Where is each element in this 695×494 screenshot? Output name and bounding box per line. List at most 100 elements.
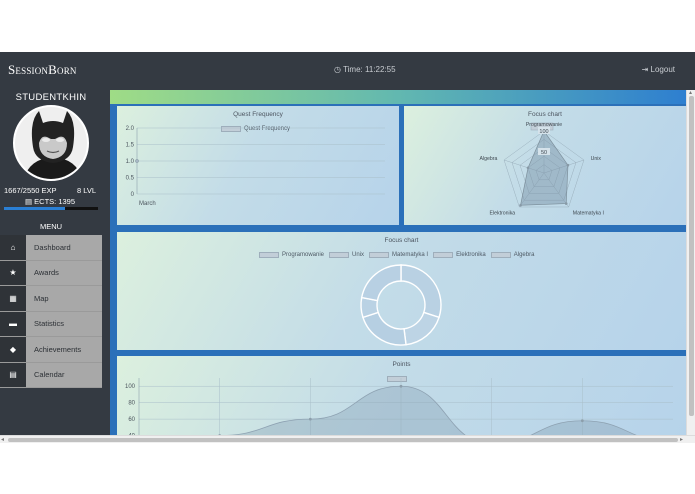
calendar-icon: ▤: [0, 362, 26, 387]
focus-radar-chart: Programowanie Unix Matematyka I Elektronika…: [480, 122, 604, 217]
legend-swatch: [259, 252, 279, 258]
horizontal-scroll-thumb[interactable]: [8, 438, 678, 442]
radar-spoke: [519, 172, 545, 208]
data-point: [218, 434, 221, 435]
radar-tick-bg: [538, 148, 550, 155]
menu-item-dashboard[interactable]: ⌂ Dashboard: [0, 235, 102, 261]
data-point: [580, 419, 584, 423]
avatar[interactable]: [13, 105, 89, 181]
menu-list: ⌂ Dashboard ★ Awards ▦ Map ▬ Statistics …: [0, 235, 102, 388]
menu-item-label: Map: [34, 293, 49, 303]
legend-swatch: [387, 376, 407, 382]
data-point: [308, 417, 312, 421]
vertical-scroll-thumb[interactable]: [689, 96, 694, 416]
radar-point: [564, 202, 568, 205]
radar-tick-label: 100: [539, 129, 548, 135]
panel-title: Points: [392, 361, 411, 368]
menu-item-label: Dashboard: [34, 242, 71, 252]
radar-axis-label: Algebra: [480, 156, 498, 162]
diamond-icon: ◆: [0, 337, 26, 362]
exp-progress-fill: [4, 207, 66, 210]
points-chart: 100 80 60 40: [125, 378, 673, 435]
clock-icon: ◷: [334, 65, 344, 74]
radar-point: [519, 203, 522, 207]
time-text: Time: 11:22:55: [343, 65, 396, 74]
panel-title: Focus chart: [384, 237, 419, 244]
logout-button[interactable]: ⇥ Logout: [642, 65, 675, 74]
menu-item-label: Calendar: [34, 370, 65, 380]
legend-swatch: [490, 252, 511, 258]
radar-tick-bg: [538, 127, 550, 134]
area-chart-icon: ▬: [0, 311, 26, 336]
y-tick-label: 1.5: [126, 143, 135, 149]
quest-frequency-panel: Quest Frequency Quest Frequency 2.0 1.5 1.…: [117, 106, 399, 225]
radar-spoke: [543, 172, 569, 208]
home-icon: ⌂: [0, 235, 26, 260]
focus-radar-panel: Focus chart Programowanie Unix Matematyka …: [404, 106, 686, 225]
scroll-right-arrow[interactable]: ▸: [680, 437, 684, 443]
radar-grid-ring: [503, 130, 585, 208]
horizontal-scrollbar[interactable]: ◂ ▸: [0, 435, 695, 443]
logout-icon: ⇥: [641, 65, 651, 74]
legend-swatch: [329, 252, 350, 258]
menu-item-achievements[interactable]: ◆ Achievements: [0, 337, 102, 363]
panel-title: Focus chart: [528, 111, 562, 118]
focus-doughnut-panel: Focus chart Programowanie Unix Matematyk…: [117, 232, 686, 350]
radar-axis-label: Elektronika: [490, 211, 516, 217]
doughnut-slice: [403, 311, 440, 346]
y-tick-label: 40: [128, 434, 135, 435]
legend-swatch: [369, 252, 390, 258]
menu-item-calendar[interactable]: ▤ Calendar: [0, 362, 102, 388]
map-icon: ▦: [0, 286, 26, 311]
menu-item-label: Achievements: [34, 344, 82, 354]
doughnut-slice: [400, 264, 442, 319]
chart-legend: Programowanie Unix Matematyka I Elektron…: [259, 252, 534, 258]
legend-label: Matematyka I: [392, 252, 429, 258]
ects-row: ▤ ECTS: 1395: [25, 197, 75, 206]
logout-label: Logout: [650, 65, 675, 74]
menu-item-map[interactable]: ▦ Map: [0, 286, 102, 312]
chart-legend: Quest Frequency: [221, 126, 290, 132]
top-navbar: SessionBorn ◷ Time: 11:22:55 ⇥ Logout: [0, 52, 695, 90]
y-tick-label: 1.0: [126, 159, 135, 165]
header-gradient-bar: [110, 90, 686, 104]
doughnut-slice: [362, 311, 407, 346]
quest-frequency-chart: 2.0 1.5 1.0 0.5 0 March: [126, 126, 385, 207]
legend-label: Unix: [352, 252, 365, 258]
menu-item-statistics[interactable]: ▬ Statistics: [0, 311, 102, 337]
sidebar: STUDENTKHIN 1667/2550 EXP 8 LVL ▤ ECTS: …: [0, 90, 110, 435]
radar-spoke: [503, 159, 545, 174]
radar-point: [526, 166, 530, 170]
database-icon: ▤: [25, 197, 35, 206]
legend-swatch: [221, 126, 241, 132]
data-point: [135, 159, 139, 163]
y-tick-label: 60: [128, 417, 135, 423]
scroll-left-arrow[interactable]: ◂: [1, 437, 5, 443]
y-tick-label: 100: [125, 384, 136, 390]
radar-grid-ring: [519, 147, 569, 194]
points-panel: Points 100 80 60 40: [117, 356, 686, 435]
radar-tick-label: 50: [541, 150, 547, 156]
star-icon: ★: [0, 260, 26, 285]
legend-label: Programowanie: [282, 252, 325, 258]
menu-item-awards[interactable]: ★ Awards: [0, 260, 102, 286]
chart-legend: [387, 376, 410, 382]
data-point: [399, 384, 403, 388]
x-tick-label: March: [139, 201, 156, 207]
vertical-scrollbar[interactable]: ▴: [686, 90, 695, 435]
level-value: 8 LVL: [76, 186, 96, 195]
ects-value: ECTS: 1395: [34, 197, 76, 206]
y-tick-label: 80: [128, 401, 135, 407]
scroll-up-arrow[interactable]: ▴: [689, 90, 693, 96]
brand-logo[interactable]: SessionBorn: [8, 62, 77, 77]
menu-item-label: Statistics: [34, 319, 65, 329]
radar-axis-label: Matematyka I: [573, 211, 604, 217]
y-tick-label: 0: [131, 192, 135, 198]
time-display: ◷ Time: 11:22:55: [334, 65, 396, 74]
doughnut-slice: [360, 264, 402, 302]
panel-title: Quest Frequency: [233, 111, 283, 118]
legend-label: Quest Frequency: [244, 126, 291, 132]
area-fill: [232, 386, 636, 435]
radar-spoke: [543, 159, 585, 174]
exp-progress-bar: [4, 207, 98, 210]
